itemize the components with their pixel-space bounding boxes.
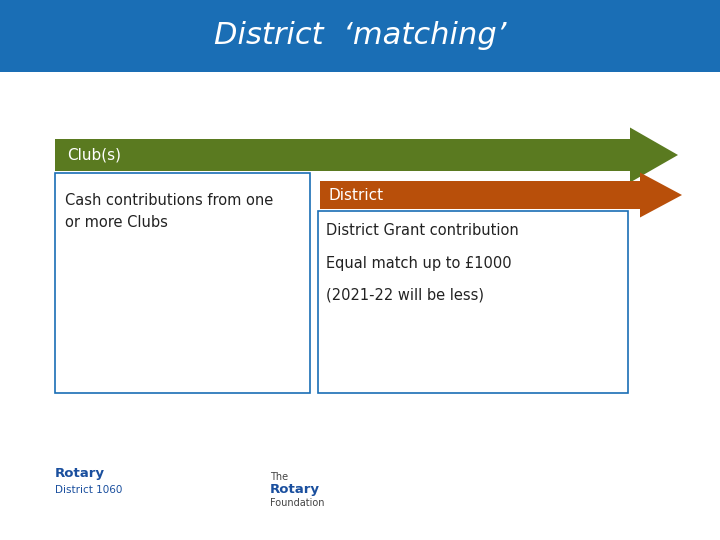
Text: District Grant contribution: District Grant contribution [326,223,518,238]
Text: Equal match up to £1000: Equal match up to £1000 [326,256,512,271]
Text: Rotary: Rotary [270,483,320,496]
FancyBboxPatch shape [318,211,628,393]
Text: District  ‘matching’: District ‘matching’ [214,22,506,51]
Text: The: The [270,472,288,482]
Text: Cash contributions from one
or more Clubs: Cash contributions from one or more Club… [65,193,274,230]
FancyBboxPatch shape [0,0,720,72]
FancyBboxPatch shape [55,139,630,171]
Text: District 1060: District 1060 [55,485,122,495]
Polygon shape [630,127,678,183]
FancyBboxPatch shape [55,173,310,393]
Polygon shape [640,172,682,218]
Text: Club(s): Club(s) [67,147,121,163]
Text: Rotary: Rotary [55,467,105,480]
Text: (2021-22 will be less): (2021-22 will be less) [326,287,484,302]
Text: Foundation: Foundation [270,498,325,508]
FancyBboxPatch shape [320,181,640,209]
Text: District: District [328,187,383,202]
